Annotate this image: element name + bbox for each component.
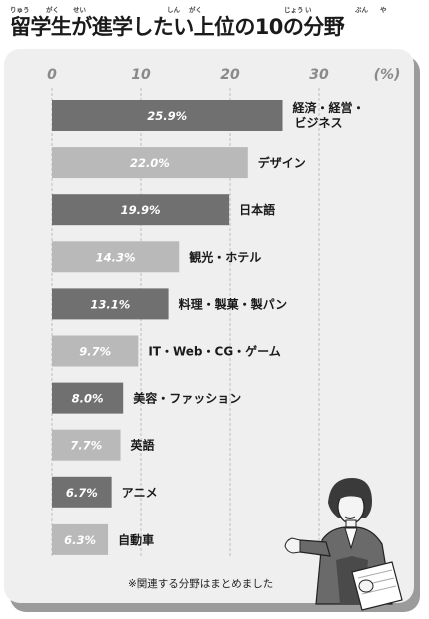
- bar: [52, 241, 180, 273]
- category-label: アニメ: [122, 486, 158, 500]
- bar-value-label: 25.9%: [147, 109, 187, 123]
- bar: [52, 100, 283, 131]
- category-label: 自動車: [118, 532, 154, 547]
- category-label: ビジネス: [295, 115, 343, 130]
- woman-illustration: [284, 478, 403, 611]
- title-ruby: りゅう がく せい しん がく じょうい ぶん や: [10, 4, 429, 14]
- bar: [52, 147, 248, 179]
- bar-value-label: 13.1%: [90, 297, 130, 311]
- bar: [52, 429, 121, 461]
- x-tick-label: 10: [131, 67, 151, 83]
- x-tick-label: 20: [220, 67, 240, 83]
- title-ruby-text: い: [305, 6, 312, 14]
- category-label: 料理・製菓・製パン: [179, 296, 288, 311]
- category-label: 経済・経営・: [293, 100, 365, 115]
- bar: [52, 194, 230, 226]
- bar-value-label: 6.7%: [66, 486, 98, 500]
- x-unit-label: (%): [374, 67, 401, 83]
- bar: [52, 335, 139, 367]
- bar-value-label: 6.3%: [64, 533, 96, 547]
- bar-value-label: 19.9%: [121, 203, 161, 217]
- chart-title: 留学生が進学したい上位の10の分野: [10, 15, 345, 39]
- bar-value-label: 8.0%: [72, 392, 104, 406]
- x-tick-label: 0: [47, 67, 57, 83]
- title-ruby-text: じょう: [284, 6, 304, 14]
- category-label: デザイン: [258, 155, 306, 170]
- category-label: 英語: [131, 438, 155, 453]
- category-label: IT・Web・CG・ゲーム: [148, 344, 280, 359]
- title-ruby-text: せい: [73, 6, 86, 14]
- bar-value-label: 22.0%: [130, 156, 170, 170]
- title-ruby-text: がく: [189, 6, 202, 14]
- title-ruby-text: がく: [46, 6, 59, 14]
- bar-value-label: 7.7%: [70, 439, 102, 453]
- x-tick-label: 30: [309, 67, 329, 83]
- bar: [52, 382, 124, 414]
- title-area: りゅう がく せい しん がく じょうい ぶん や 留学生が進学したい上位の10の分野: [10, 2, 429, 42]
- bar-value-label: 9.7%: [79, 345, 111, 359]
- title-ruby-text: ぶん: [355, 6, 368, 14]
- title-ruby-text: りゅう: [10, 6, 30, 14]
- category-label: 日本語: [239, 202, 275, 217]
- category-label: 美容・ファッション: [133, 391, 241, 406]
- bar: [52, 523, 109, 555]
- footnote: ※関連する分野はまとめました: [128, 578, 274, 590]
- title-ruby-text: しん: [167, 6, 180, 14]
- title-ruby-text: や: [380, 6, 387, 14]
- bar: [52, 288, 169, 320]
- category-label: 観光・ホテル: [189, 249, 261, 264]
- bar: [52, 476, 112, 508]
- bar-value-label: 14.3%: [96, 250, 136, 264]
